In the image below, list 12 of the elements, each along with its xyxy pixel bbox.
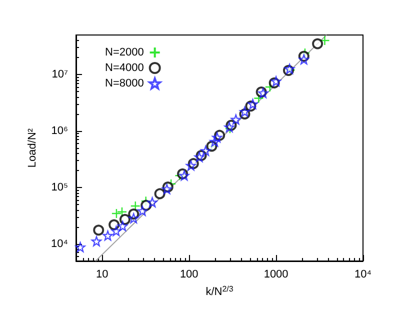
y-tick-label: 10⁷ xyxy=(52,68,68,80)
y-tick-label: 10⁶ xyxy=(51,124,68,137)
legend-label: N=2000 xyxy=(104,46,144,58)
legend-label: N=4000 xyxy=(104,62,144,74)
y-tick-label: 10⁵ xyxy=(51,181,68,194)
y-tick-label: 10⁴ xyxy=(51,238,68,250)
x-tick-label: 1000 xyxy=(264,268,288,280)
x-tick-label: 100 xyxy=(180,268,198,280)
x-tick-label: 10⁴ xyxy=(354,268,372,280)
x-tick-label: 10 xyxy=(96,268,108,280)
y-axis-title: Load/N² xyxy=(26,128,38,168)
legend-label: N=8000 xyxy=(104,78,144,90)
